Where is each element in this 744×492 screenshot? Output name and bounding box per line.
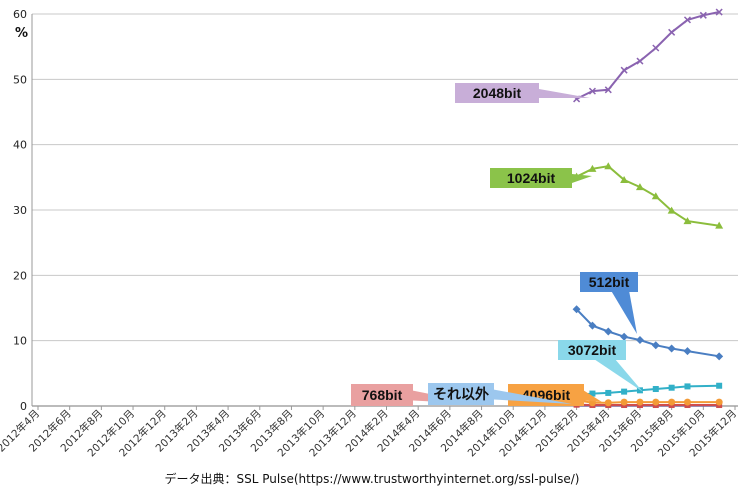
callout-2048bit: 2048bit [455, 83, 590, 103]
y-tick-labels: 0 10 20 30 40 50 60 [13, 8, 27, 413]
data-point [715, 398, 723, 406]
callout-pointer [611, 292, 637, 334]
y-tick-40: 40 [13, 139, 27, 152]
data-point [620, 398, 628, 406]
y-tick-0: 0 [20, 400, 27, 413]
series-1024bit [572, 162, 724, 229]
callout-box [490, 168, 572, 188]
data-point [683, 398, 691, 406]
callout-label: 512bit [589, 274, 630, 290]
callout-pointer [572, 174, 592, 183]
callout-label: それ以外 [433, 386, 489, 402]
callout-box [428, 383, 494, 405]
callout-box [455, 83, 539, 103]
data-point [635, 183, 644, 191]
data-point [605, 389, 612, 396]
data-point [668, 28, 676, 36]
data-point [636, 387, 643, 394]
data-point [651, 341, 660, 350]
data-point [572, 305, 581, 314]
callout-1024bit: 1024bit [490, 168, 592, 188]
callout-pointer [584, 390, 602, 402]
data-point [667, 206, 676, 214]
callout-label: 768bit [362, 387, 403, 403]
data-point [715, 8, 723, 16]
callout-label: 3072bit [568, 342, 617, 358]
y-tick-50: 50 [13, 73, 27, 86]
data-point [715, 352, 724, 361]
callout-512bit: 512bit [580, 272, 638, 334]
series-line-3072bit [576, 384, 720, 396]
data-point [684, 383, 691, 390]
data-point [588, 321, 597, 330]
grid-lines [31, 13, 738, 407]
callout-box [558, 340, 626, 360]
series-callouts: 2048bit1024bit512bit3072bit4096bit768bit… [351, 83, 643, 406]
data-point [652, 386, 659, 393]
callout-pointer [539, 89, 590, 98]
y-tick-30: 30 [13, 204, 27, 217]
callout-それ以外: それ以外 [428, 383, 572, 405]
x-tick-labels: 2012年4月2012年6月2012年8月2012年10月2012年12月201… [0, 406, 739, 459]
data-point [683, 347, 692, 356]
series-3072bit [573, 382, 723, 398]
callout-label: 2048bit [473, 85, 522, 101]
data-point [636, 398, 644, 406]
series-line-1024bit [576, 165, 720, 227]
data-point [604, 162, 613, 170]
data-point [620, 175, 629, 183]
data-point [715, 221, 724, 229]
series-line-2048bit [576, 11, 720, 100]
data-point [604, 399, 612, 407]
callout-box [580, 272, 638, 292]
data-point [668, 398, 676, 406]
data-point [620, 66, 628, 74]
data-point [683, 16, 692, 24]
series-2048bit [573, 8, 723, 103]
y-axis-label: % [15, 26, 28, 41]
data-point [588, 87, 596, 95]
data-point [652, 44, 660, 52]
y-tick-60: 60 [13, 8, 27, 21]
data-point [588, 164, 597, 172]
data-point [667, 344, 676, 353]
callout-box [351, 384, 413, 406]
data-point [668, 384, 675, 391]
callout-label: 1024bit [507, 170, 556, 186]
data-point [635, 336, 644, 345]
source-note: データ出典：SSL Pulse(https://www.trustworthyi… [164, 472, 580, 486]
y-tick-20: 20 [13, 269, 27, 282]
data-point [683, 217, 692, 225]
data-point [636, 57, 644, 65]
data-point [651, 192, 660, 200]
data-point [604, 86, 612, 94]
y-tick-10: 10 [13, 335, 27, 348]
data-point [589, 390, 596, 397]
series-512bit [572, 305, 724, 361]
callout-pointer [494, 389, 572, 404]
data-point [699, 11, 707, 19]
data-point [621, 388, 628, 395]
data-point [652, 398, 660, 406]
callout-pointer [595, 360, 643, 392]
data-point [604, 327, 613, 336]
data-point [620, 332, 629, 341]
callout-3072bit: 3072bit [558, 340, 643, 392]
data-point [716, 382, 723, 389]
